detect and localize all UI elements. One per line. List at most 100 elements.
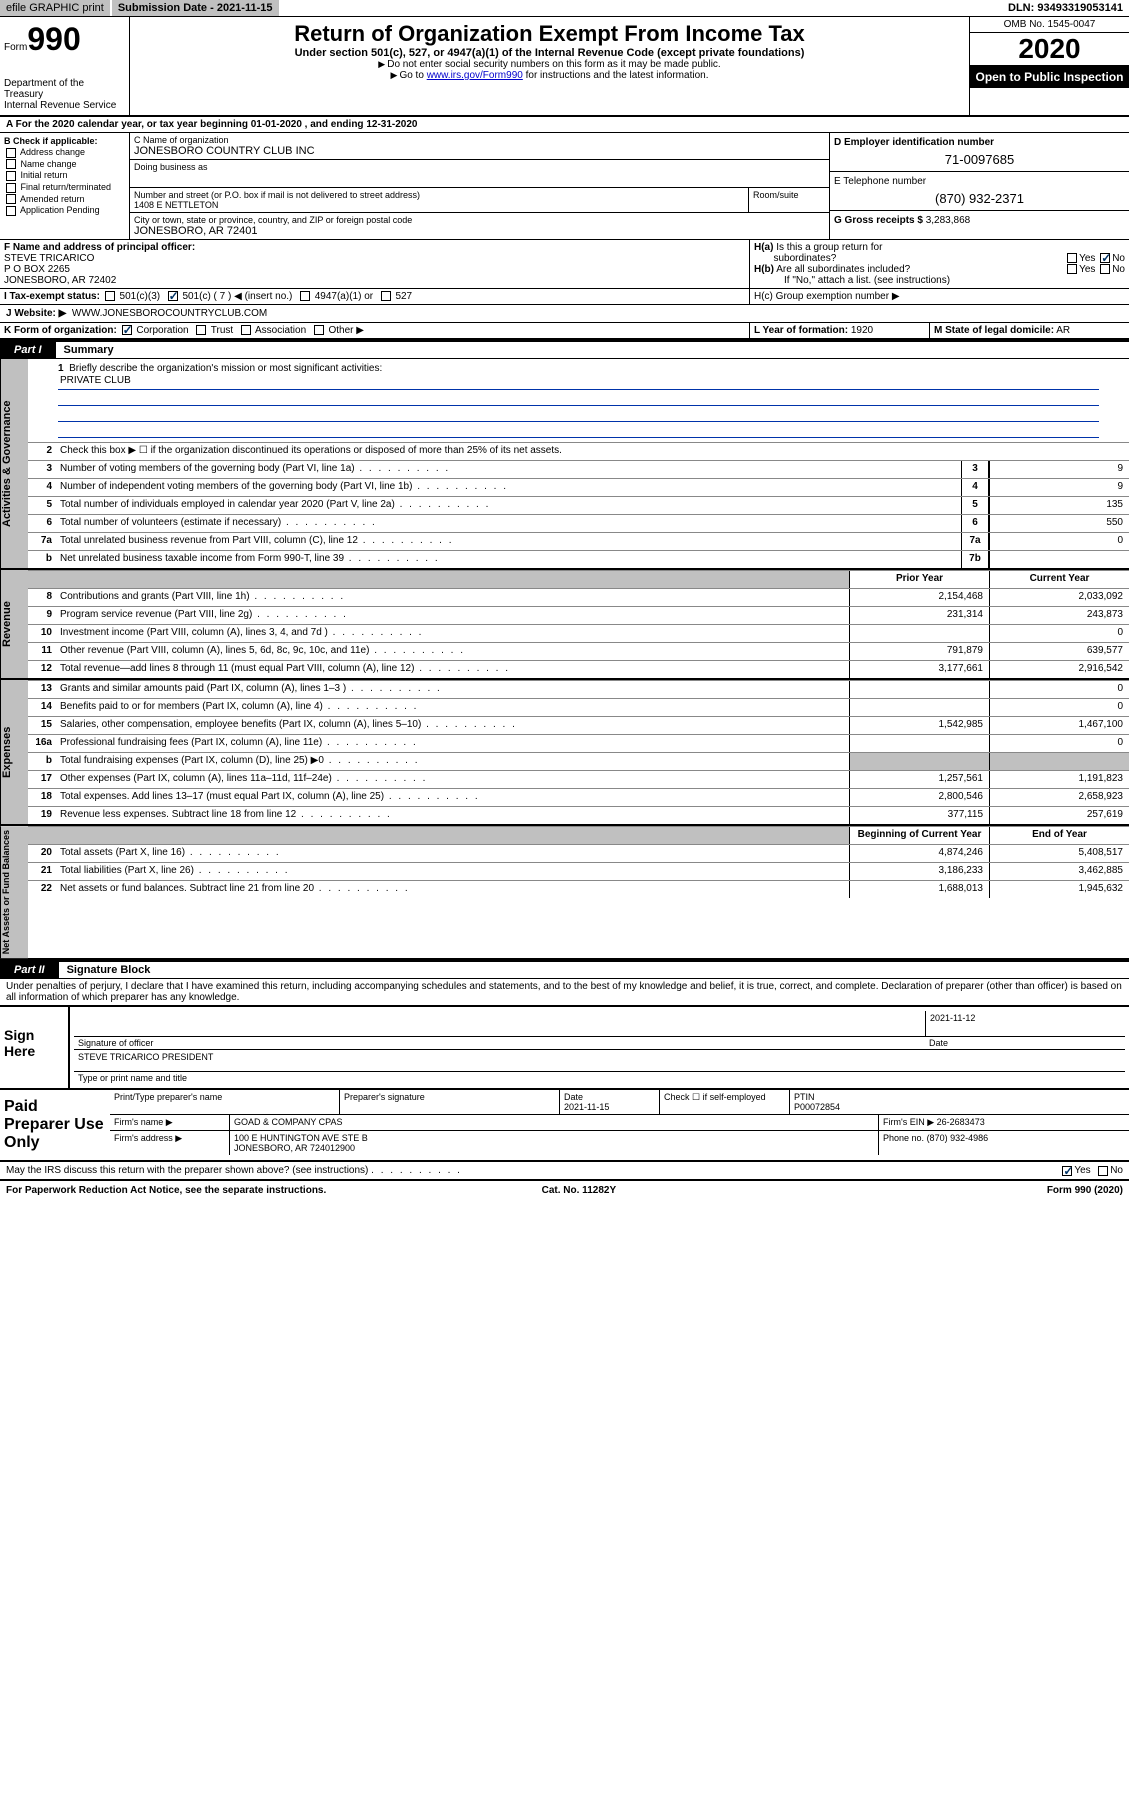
col-b-checkboxes: B Check if applicable: Address change Na… [0,133,130,239]
irs-label: Internal Revenue Service [4,100,125,111]
part2-header: Part II Signature Block [0,960,1129,979]
row-fh: F Name and address of principal officer:… [0,240,1129,289]
table-row: 16aProfessional fundraising fees (Part I… [28,734,1129,752]
table-row: 19Revenue less expenses. Subtract line 1… [28,806,1129,824]
section-governance: Activities & Governance 1 Briefly descri… [0,359,1129,570]
table-row: 7aTotal unrelated business revenue from … [28,532,1129,550]
tax-year: 2020 [970,33,1129,66]
gross-label: G Gross receipts $ [834,215,923,226]
officer-name: STEVE TRICARICO [4,253,745,264]
chk-address: Address change [4,147,125,158]
street-value: 1408 E NETTLETON [134,200,744,210]
table-row: 8Contributions and grants (Part VIII, li… [28,588,1129,606]
table-row: 6Total number of volunteers (estimate if… [28,514,1129,532]
submission-date: Submission Date - 2021-11-15 [112,0,279,16]
firm-ein: 26-2683473 [937,1117,985,1127]
form990-link[interactable]: www.irs.gov/Form990 [427,70,523,81]
row-a-taxyear: A For the 2020 calendar year, or tax yea… [0,117,1129,133]
efile-label[interactable]: efile GRAPHIC print [0,0,110,16]
city-label: City or town, state or province, country… [134,215,825,225]
chk-pending: Application Pending [4,205,125,216]
website-value[interactable]: WWW.JONESBOROCOUNTRYCLUB.COM [72,308,267,319]
room-label: Room/suite [749,188,829,212]
ein-label: D Employer identification number [834,137,1125,148]
sign-here-section: Sign Here 2021-11-12 Signature of office… [0,1005,1129,1090]
table-row: 13Grants and similar amounts paid (Part … [28,680,1129,698]
hb-label: H(b) Are all subordinates included? Yes … [754,264,1125,275]
table-row: 21Total liabilities (Part X, line 26)3,1… [28,862,1129,880]
street-label: Number and street (or P.O. box if mail i… [134,190,744,200]
ssn-note: Do not enter social security numbers on … [134,59,965,70]
table-row: 4Number of independent voting members of… [28,478,1129,496]
row-klm: K Form of organization: Corporation Trus… [0,323,1129,340]
penalty-statement: Under penalties of perjury, I declare th… [0,979,1129,1005]
firm-name: GOAD & COMPANY CPAS [230,1115,879,1130]
officer-addr2: JONESBORO, AR 72402 [4,275,745,286]
table-row: 9Program service revenue (Part VIII, lin… [28,606,1129,624]
form-number: Form990 [4,21,125,58]
table-row: 22Net assets or fund balances. Subtract … [28,880,1129,898]
year-formation: 1920 [851,325,873,336]
table-row: bTotal fundraising expenses (Part IX, co… [28,752,1129,770]
officer-signed: STEVE TRICARICO PRESIDENT [74,1050,217,1071]
section-expenses: Expenses 13Grants and similar amounts pa… [0,680,1129,826]
goto-note: Go to www.irs.gov/Form990 for instructio… [134,70,965,81]
row-j: J Website: ▶ WWW.JONESBOROCOUNTRYCLUB.CO… [0,305,1129,323]
form-header: Form990 Department of the Treasury Inter… [0,17,1129,117]
hb-note: If "No," attach a list. (see instruction… [754,275,1125,286]
form-subtitle: Under section 501(c), 527, or 4947(a)(1)… [134,47,965,59]
omb-number: OMB No. 1545-0047 [970,17,1129,33]
hc-label: H(c) Group exemption number ▶ [749,289,1129,304]
state-domicile: AR [1056,325,1070,336]
table-row: 3Number of voting members of the governi… [28,460,1129,478]
part1-header: Part I Summary [0,340,1129,359]
discuss-row: May the IRS discuss this return with the… [0,1162,1129,1181]
paid-preparer-section: Paid Preparer Use Only Print/Type prepar… [0,1090,1129,1162]
table-row: 18Total expenses. Add lines 13–17 (must … [28,788,1129,806]
table-row: 5Total number of individuals employed in… [28,496,1129,514]
sidetab-expenses: Expenses [0,680,28,824]
sign-date: 2021-11-12 [925,1011,1125,1036]
chk-amended: Amended return [4,194,125,205]
section-netassets: Net Assets or Fund Balances Beginning of… [0,826,1129,960]
org-name: JONESBORO COUNTRY CLUB INC [134,145,825,157]
dba-label: Doing business as [134,162,825,172]
table-row: 20Total assets (Part X, line 16)4,874,24… [28,844,1129,862]
table-row: 12Total revenue—add lines 8 through 11 (… [28,660,1129,678]
table-row: 15Salaries, other compensation, employee… [28,716,1129,734]
sidetab-netassets: Net Assets or Fund Balances [0,826,28,958]
sidetab-governance: Activities & Governance [0,359,28,568]
gross-value: 3,283,868 [926,215,971,226]
footer: For Paperwork Reduction Act Notice, see … [0,1181,1129,1200]
chk-name: Name change [4,159,125,170]
officer-addr1: P O BOX 2265 [4,264,745,275]
open-public: Open to Public Inspection [970,66,1129,88]
c-name-label: C Name of organization [134,135,825,145]
sidetab-revenue: Revenue [0,570,28,678]
form-title: Return of Organization Exempt From Incom… [134,21,965,47]
table-row: 17Other expenses (Part IX, column (A), l… [28,770,1129,788]
phone-value: (870) 932-2371 [834,191,1125,206]
firm-phone: (870) 932-4986 [927,1133,989,1143]
dln: DLN: 93493319053141 [1008,2,1129,14]
row-i: I Tax-exempt status: 501(c)(3) 501(c) ( … [0,289,1129,305]
table-row: bNet unrelated business taxable income f… [28,550,1129,568]
ein-value: 71-0097685 [834,152,1125,167]
mission-text: PRIVATE CLUB [58,374,1099,390]
city-value: JONESBORO, AR 72401 [134,225,825,237]
chk-initial: Initial return [4,170,125,181]
firm-addr2: JONESBORO, AR 724012900 [234,1143,874,1153]
firm-addr1: 100 E HUNTINGTON AVE STE B [234,1133,874,1143]
block-header-info: B Check if applicable: Address change Na… [0,133,1129,240]
phone-label: E Telephone number [834,176,1125,187]
chk-final: Final return/terminated [4,182,125,193]
topbar: efile GRAPHIC print Submission Date - 20… [0,0,1129,17]
ptin-value: P00072854 [794,1102,840,1112]
table-row: 14Benefits paid to or for members (Part … [28,698,1129,716]
f-label: F Name and address of principal officer: [4,242,745,253]
dept-treasury: Department of the Treasury [4,78,125,100]
section-revenue: Revenue Prior Year Current Year 8Contrib… [0,570,1129,680]
ha-label: H(a) Is this a group return for subordin… [754,242,1125,264]
table-row: 10Investment income (Part VIII, column (… [28,624,1129,642]
table-row: 11Other revenue (Part VIII, column (A), … [28,642,1129,660]
